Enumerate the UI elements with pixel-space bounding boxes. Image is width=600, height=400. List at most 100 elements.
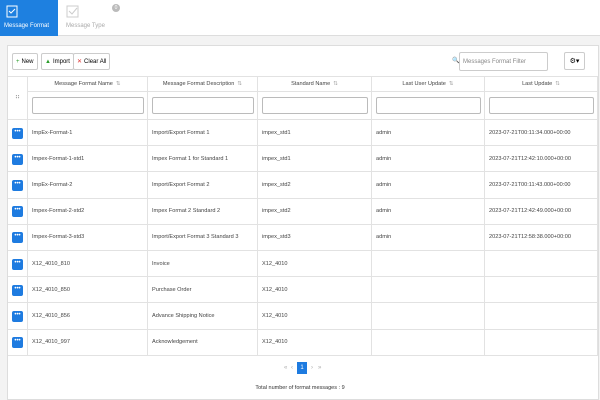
prev-page[interactable]: ‹ bbox=[291, 365, 293, 371]
tab-label: Message Type bbox=[66, 23, 105, 29]
table-cell bbox=[485, 329, 598, 356]
new-button[interactable]: + New bbox=[12, 53, 38, 70]
header-label: Last User Update bbox=[402, 81, 446, 87]
table-cell: impex_std2 bbox=[258, 198, 372, 225]
filter-input[interactable] bbox=[489, 97, 594, 114]
table-cell: X12_4010_997 bbox=[28, 329, 148, 356]
row-action-button[interactable]: ••• bbox=[12, 153, 23, 165]
filter-cell bbox=[28, 92, 148, 120]
tab-icon bbox=[66, 5, 79, 18]
action-cell: ••• bbox=[8, 172, 28, 199]
row-action-button[interactable]: ••• bbox=[12, 179, 23, 191]
table-cell bbox=[372, 303, 485, 330]
row-action-button[interactable]: ••• bbox=[12, 284, 23, 296]
header-label: Message Format Description bbox=[162, 81, 235, 87]
filter-cell bbox=[372, 92, 485, 120]
header-label: Standard Name bbox=[291, 81, 331, 87]
table-cell: 2023-07-21T12:42:10.000+00:00 bbox=[485, 146, 598, 173]
row-action-button[interactable]: ••• bbox=[12, 206, 23, 218]
row-action-button[interactable]: ••• bbox=[12, 258, 23, 270]
current-page[interactable]: 1 bbox=[297, 362, 307, 374]
badge: 0 bbox=[112, 4, 120, 12]
table-cell: Impex-Format-2-std2 bbox=[28, 198, 148, 225]
table-cell: admin bbox=[372, 224, 485, 251]
filter-input[interactable] bbox=[262, 97, 368, 114]
clear-button[interactable]: ✕ Clear All bbox=[73, 53, 111, 70]
table-cell: Impex-Format-1-std1 bbox=[28, 146, 148, 173]
search-icon: 🔍 bbox=[452, 58, 460, 64]
table-cell: X12_4010 bbox=[258, 329, 372, 356]
column-header[interactable]: Message Format Description ⇅ bbox=[148, 76, 258, 92]
table-cell bbox=[485, 277, 598, 304]
table-cell: 2023-07-21T00:11:43.000+00:00 bbox=[485, 172, 598, 199]
table-cell: 2023-07-21T00:11:34.000+00:00 bbox=[485, 120, 598, 147]
action-cell: ••• bbox=[8, 120, 28, 147]
table-cell: admin bbox=[372, 172, 485, 199]
action-cell: ••• bbox=[8, 198, 28, 225]
table-cell: admin bbox=[372, 120, 485, 147]
table-cell: Impex-Format-3-std3 bbox=[28, 224, 148, 251]
table-cell bbox=[485, 303, 598, 330]
filter-cell bbox=[148, 92, 258, 120]
sort-icon[interactable]: ⇅ bbox=[333, 81, 338, 87]
sort-icon[interactable]: ⇅ bbox=[115, 81, 121, 87]
tab-icon bbox=[6, 5, 18, 18]
action-cell: ••• bbox=[8, 329, 28, 356]
filter-input[interactable] bbox=[376, 97, 481, 114]
table-cell: X12_4010_850 bbox=[28, 277, 148, 304]
sort-icon[interactable]: ⇅ bbox=[237, 81, 243, 87]
row-action-button[interactable]: ••• bbox=[12, 232, 23, 244]
row-action-button[interactable]: ••• bbox=[12, 127, 23, 139]
column-header[interactable]: Last Update ⇅ bbox=[485, 76, 598, 92]
column-header[interactable]: Standard Name ⇅ bbox=[258, 76, 372, 92]
table-cell bbox=[372, 329, 485, 356]
table-cell: Purchase Order bbox=[148, 277, 258, 304]
table-cell: impex_std1 bbox=[258, 120, 372, 147]
tab-label: Message Format bbox=[4, 23, 50, 29]
header-label: Message Format Name bbox=[54, 81, 113, 87]
footer-total: Total number of format messages : 9 bbox=[255, 385, 345, 391]
table-cell: impex_std1 bbox=[258, 146, 372, 173]
tab-bar: Message Format Message Type 0 bbox=[0, 0, 600, 36]
row-action-button[interactable]: ••• bbox=[12, 310, 23, 322]
filter-cell bbox=[485, 92, 598, 120]
table-cell: 2023-07-21T12:42:49.000+00:00 bbox=[485, 198, 598, 225]
table-cell: Acknowledgement bbox=[148, 329, 258, 356]
action-cell: ••• bbox=[8, 146, 28, 173]
table-cell: impex_std3 bbox=[258, 224, 372, 251]
table-cell: admin bbox=[372, 146, 485, 173]
table-cell: Import/Export Format 2 bbox=[148, 172, 258, 199]
table-cell: ImpEx-Format-2 bbox=[28, 172, 148, 199]
row-action-button[interactable]: ••• bbox=[12, 337, 23, 349]
table-cell: X12_4010 bbox=[258, 277, 372, 304]
action-cell: ••• bbox=[8, 251, 28, 278]
import-button[interactable]: ▲ Import bbox=[41, 53, 74, 70]
button-label: Clear All bbox=[84, 58, 107, 65]
tab-active[interactable]: Message Format bbox=[0, 0, 58, 36]
filter-cell bbox=[258, 92, 372, 120]
next-page[interactable]: › bbox=[311, 365, 313, 371]
last-page[interactable]: » bbox=[318, 365, 322, 371]
column-header[interactable]: Message Format Name ⇅ bbox=[28, 76, 148, 92]
table-cell: X12_4010_856 bbox=[28, 303, 148, 330]
table-cell: Advance Shipping Notice bbox=[148, 303, 258, 330]
button-label: New bbox=[21, 58, 34, 65]
column-header[interactable]: Last User Update ⇅ bbox=[372, 76, 485, 92]
search-input[interactable]: Messages Format Filter bbox=[459, 52, 548, 71]
table-cell: Import/Export Format 1 bbox=[148, 120, 258, 147]
table-cell: admin bbox=[372, 198, 485, 225]
settings-button[interactable]: ⚙▾ bbox=[564, 52, 585, 70]
first-page[interactable]: « bbox=[284, 365, 288, 371]
header-cell: ∷ bbox=[8, 76, 28, 120]
filter-input[interactable] bbox=[152, 97, 254, 114]
table-cell: Impex Format 1 for Standard 1 bbox=[148, 146, 258, 173]
placeholder: Messages Format Filter bbox=[463, 59, 527, 65]
table-cell: Import/Export Format 3 Standard 3 bbox=[148, 224, 258, 251]
action-cell: ••• bbox=[8, 303, 28, 330]
tab[interactable]: Message Type 0 bbox=[60, 0, 122, 36]
filter-input[interactable] bbox=[32, 97, 144, 114]
sort-icon[interactable]: ⇅ bbox=[555, 81, 560, 87]
table-cell: X12_4010 bbox=[258, 251, 372, 278]
sort-icon[interactable]: ⇅ bbox=[448, 81, 454, 87]
